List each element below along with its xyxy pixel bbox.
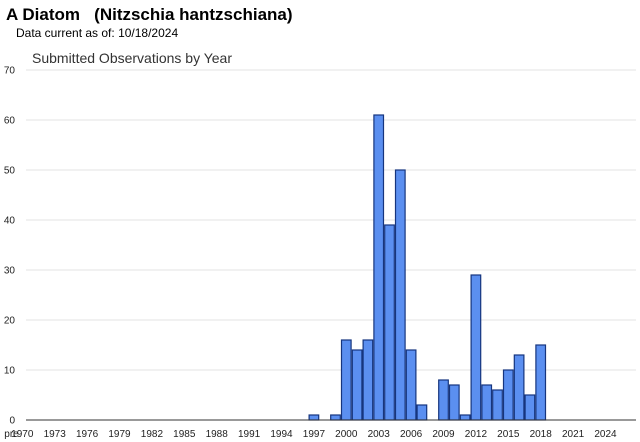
bar-2011	[459, 414, 471, 421]
x-tick-label: 1973	[44, 429, 67, 440]
bar-1999	[330, 414, 341, 421]
x-tick-label: 2024	[594, 429, 617, 440]
bar-2014	[492, 389, 503, 421]
x-tick-label: 2018	[530, 429, 553, 440]
bars	[308, 114, 547, 421]
y-tick-label: 0	[9, 416, 15, 427]
data-current-label: Data current as of:	[16, 26, 115, 40]
x-tick-label: 1994	[270, 429, 293, 440]
y-axis-ticks: 0 10 20 30 40 50 60 70	[4, 66, 16, 427]
gridlines	[26, 69, 636, 371]
bar-2004	[384, 224, 395, 421]
y-tick-label: 60	[4, 116, 16, 127]
data-current-note: Data current as of: 10/18/2024	[16, 26, 178, 40]
bar-2012	[470, 274, 482, 421]
x-tick-label: 2009	[432, 429, 455, 440]
bar-2007	[416, 404, 428, 421]
bar-1997	[308, 414, 320, 421]
x-tick-label: 1970	[11, 429, 34, 440]
x-tick-label: 2003	[368, 429, 391, 440]
x-tick-label: 2015	[497, 429, 520, 440]
x-tick-label: 2006	[400, 429, 423, 440]
bar-2003	[373, 114, 385, 421]
y-tick-label: 30	[4, 266, 16, 277]
x-tick-label: 1979	[108, 429, 131, 440]
x-tick-label: 1985	[173, 429, 196, 440]
x-tick-label: 1988	[206, 429, 229, 440]
page-title: A Diatom (Nitzschia hantzschiana)	[6, 5, 293, 24]
y-tick-label: 40	[4, 216, 16, 227]
bar-2009	[438, 379, 449, 421]
bar-2005	[394, 169, 406, 421]
y-tick-label: 20	[4, 316, 16, 327]
x-tick-label: 1997	[303, 429, 326, 440]
bar-2002	[362, 339, 374, 421]
x-tick-label: 2012	[465, 429, 488, 440]
y-tick-label: 50	[4, 166, 16, 177]
x-tick-label: 1991	[238, 429, 261, 440]
x-tick-label: pre	[4, 429, 19, 440]
chart-title: Submitted Observations by Year	[32, 50, 232, 66]
x-tick-label: 1976	[76, 429, 99, 440]
data-current-date: 10/18/2024	[118, 26, 179, 40]
bar-2013	[481, 384, 493, 421]
bar-2016	[513, 354, 525, 421]
bar-2010	[448, 384, 460, 421]
bar-2015	[502, 369, 514, 421]
x-tick-label: 2021	[562, 429, 585, 440]
y-tick-label: 10	[4, 366, 16, 377]
bar-2001	[351, 349, 363, 421]
x-tick-label: 2000	[335, 429, 358, 440]
bar-2017	[524, 394, 536, 421]
y-tick-label: 70	[4, 66, 16, 77]
bar-2000	[340, 339, 352, 421]
x-tick-label: 1982	[141, 429, 164, 440]
bar-2006	[405, 349, 417, 421]
bar-2018	[535, 344, 547, 421]
